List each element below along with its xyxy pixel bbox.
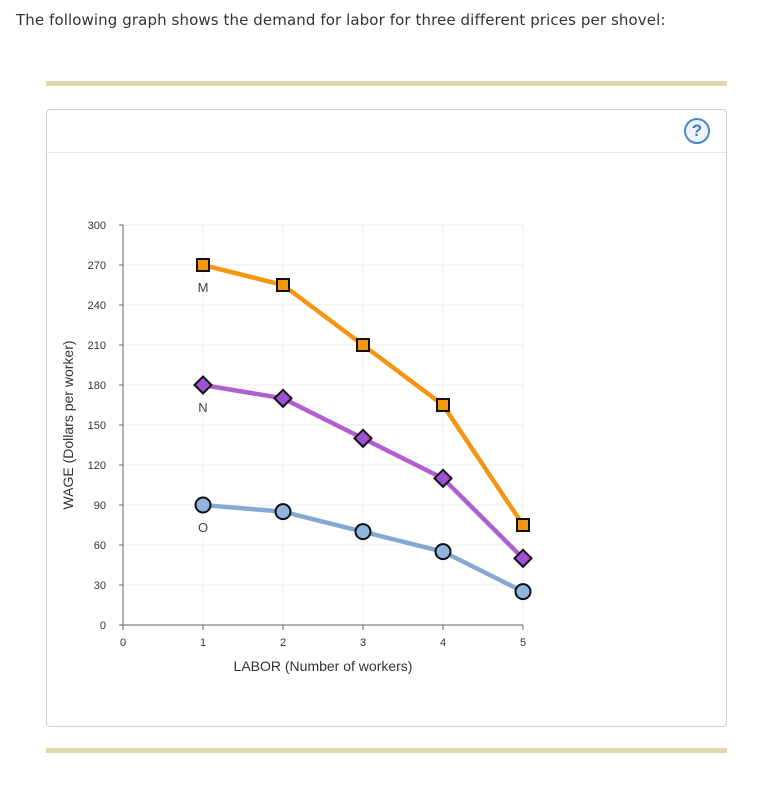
- y-axis-title: WAGE (Dollars per worker): [60, 340, 76, 509]
- x-axis-title: LABOR (Number of workers): [234, 658, 413, 674]
- y-tick-label: 270: [88, 260, 106, 272]
- series-label-M: M: [198, 280, 209, 295]
- y-tick-label: 30: [94, 580, 106, 592]
- series-O-point: [434, 543, 452, 561]
- series-O-point: [354, 523, 372, 541]
- bottom-divider: [46, 748, 727, 753]
- series-O-point: [274, 503, 292, 521]
- series-N-point: [353, 428, 373, 449]
- series-M-point: [276, 278, 290, 292]
- y-tick-label: 300: [88, 220, 106, 232]
- series-M-point: [356, 338, 370, 352]
- series-O-point: [194, 496, 212, 514]
- help-icon[interactable]: ?: [684, 118, 710, 144]
- series-M-point: [436, 398, 450, 412]
- y-tick-label: 60: [94, 540, 106, 552]
- y-tick-label: 180: [88, 380, 106, 392]
- series-M-point: [516, 518, 530, 532]
- series-N-point: [513, 548, 533, 569]
- series-M-point: [196, 258, 210, 272]
- y-tick-label: 90: [94, 500, 106, 512]
- top-divider: [46, 81, 727, 86]
- x-tick-label: 5: [520, 637, 526, 649]
- y-tick-label: 150: [88, 420, 106, 432]
- panel-header: ?: [47, 110, 726, 153]
- series-N-point: [193, 375, 213, 395]
- series-O-point: [514, 583, 532, 601]
- series-label-O: O: [198, 520, 208, 535]
- y-tick-label: 0: [100, 620, 106, 632]
- y-tick-label: 210: [88, 340, 106, 352]
- x-tick-label: 3: [360, 637, 366, 649]
- y-tick-label: 240: [88, 300, 106, 312]
- question-prompt: The following graph shows the demand for…: [16, 11, 666, 29]
- y-tick-label: 120: [88, 460, 106, 472]
- x-tick-label: 2: [280, 637, 286, 649]
- series-label-N: N: [198, 400, 207, 415]
- series-N-point: [433, 468, 453, 489]
- x-tick-label: 0: [120, 637, 126, 649]
- series-N-point: [273, 388, 293, 409]
- x-tick-label: 4: [440, 637, 446, 649]
- x-tick-label: 1: [200, 637, 206, 649]
